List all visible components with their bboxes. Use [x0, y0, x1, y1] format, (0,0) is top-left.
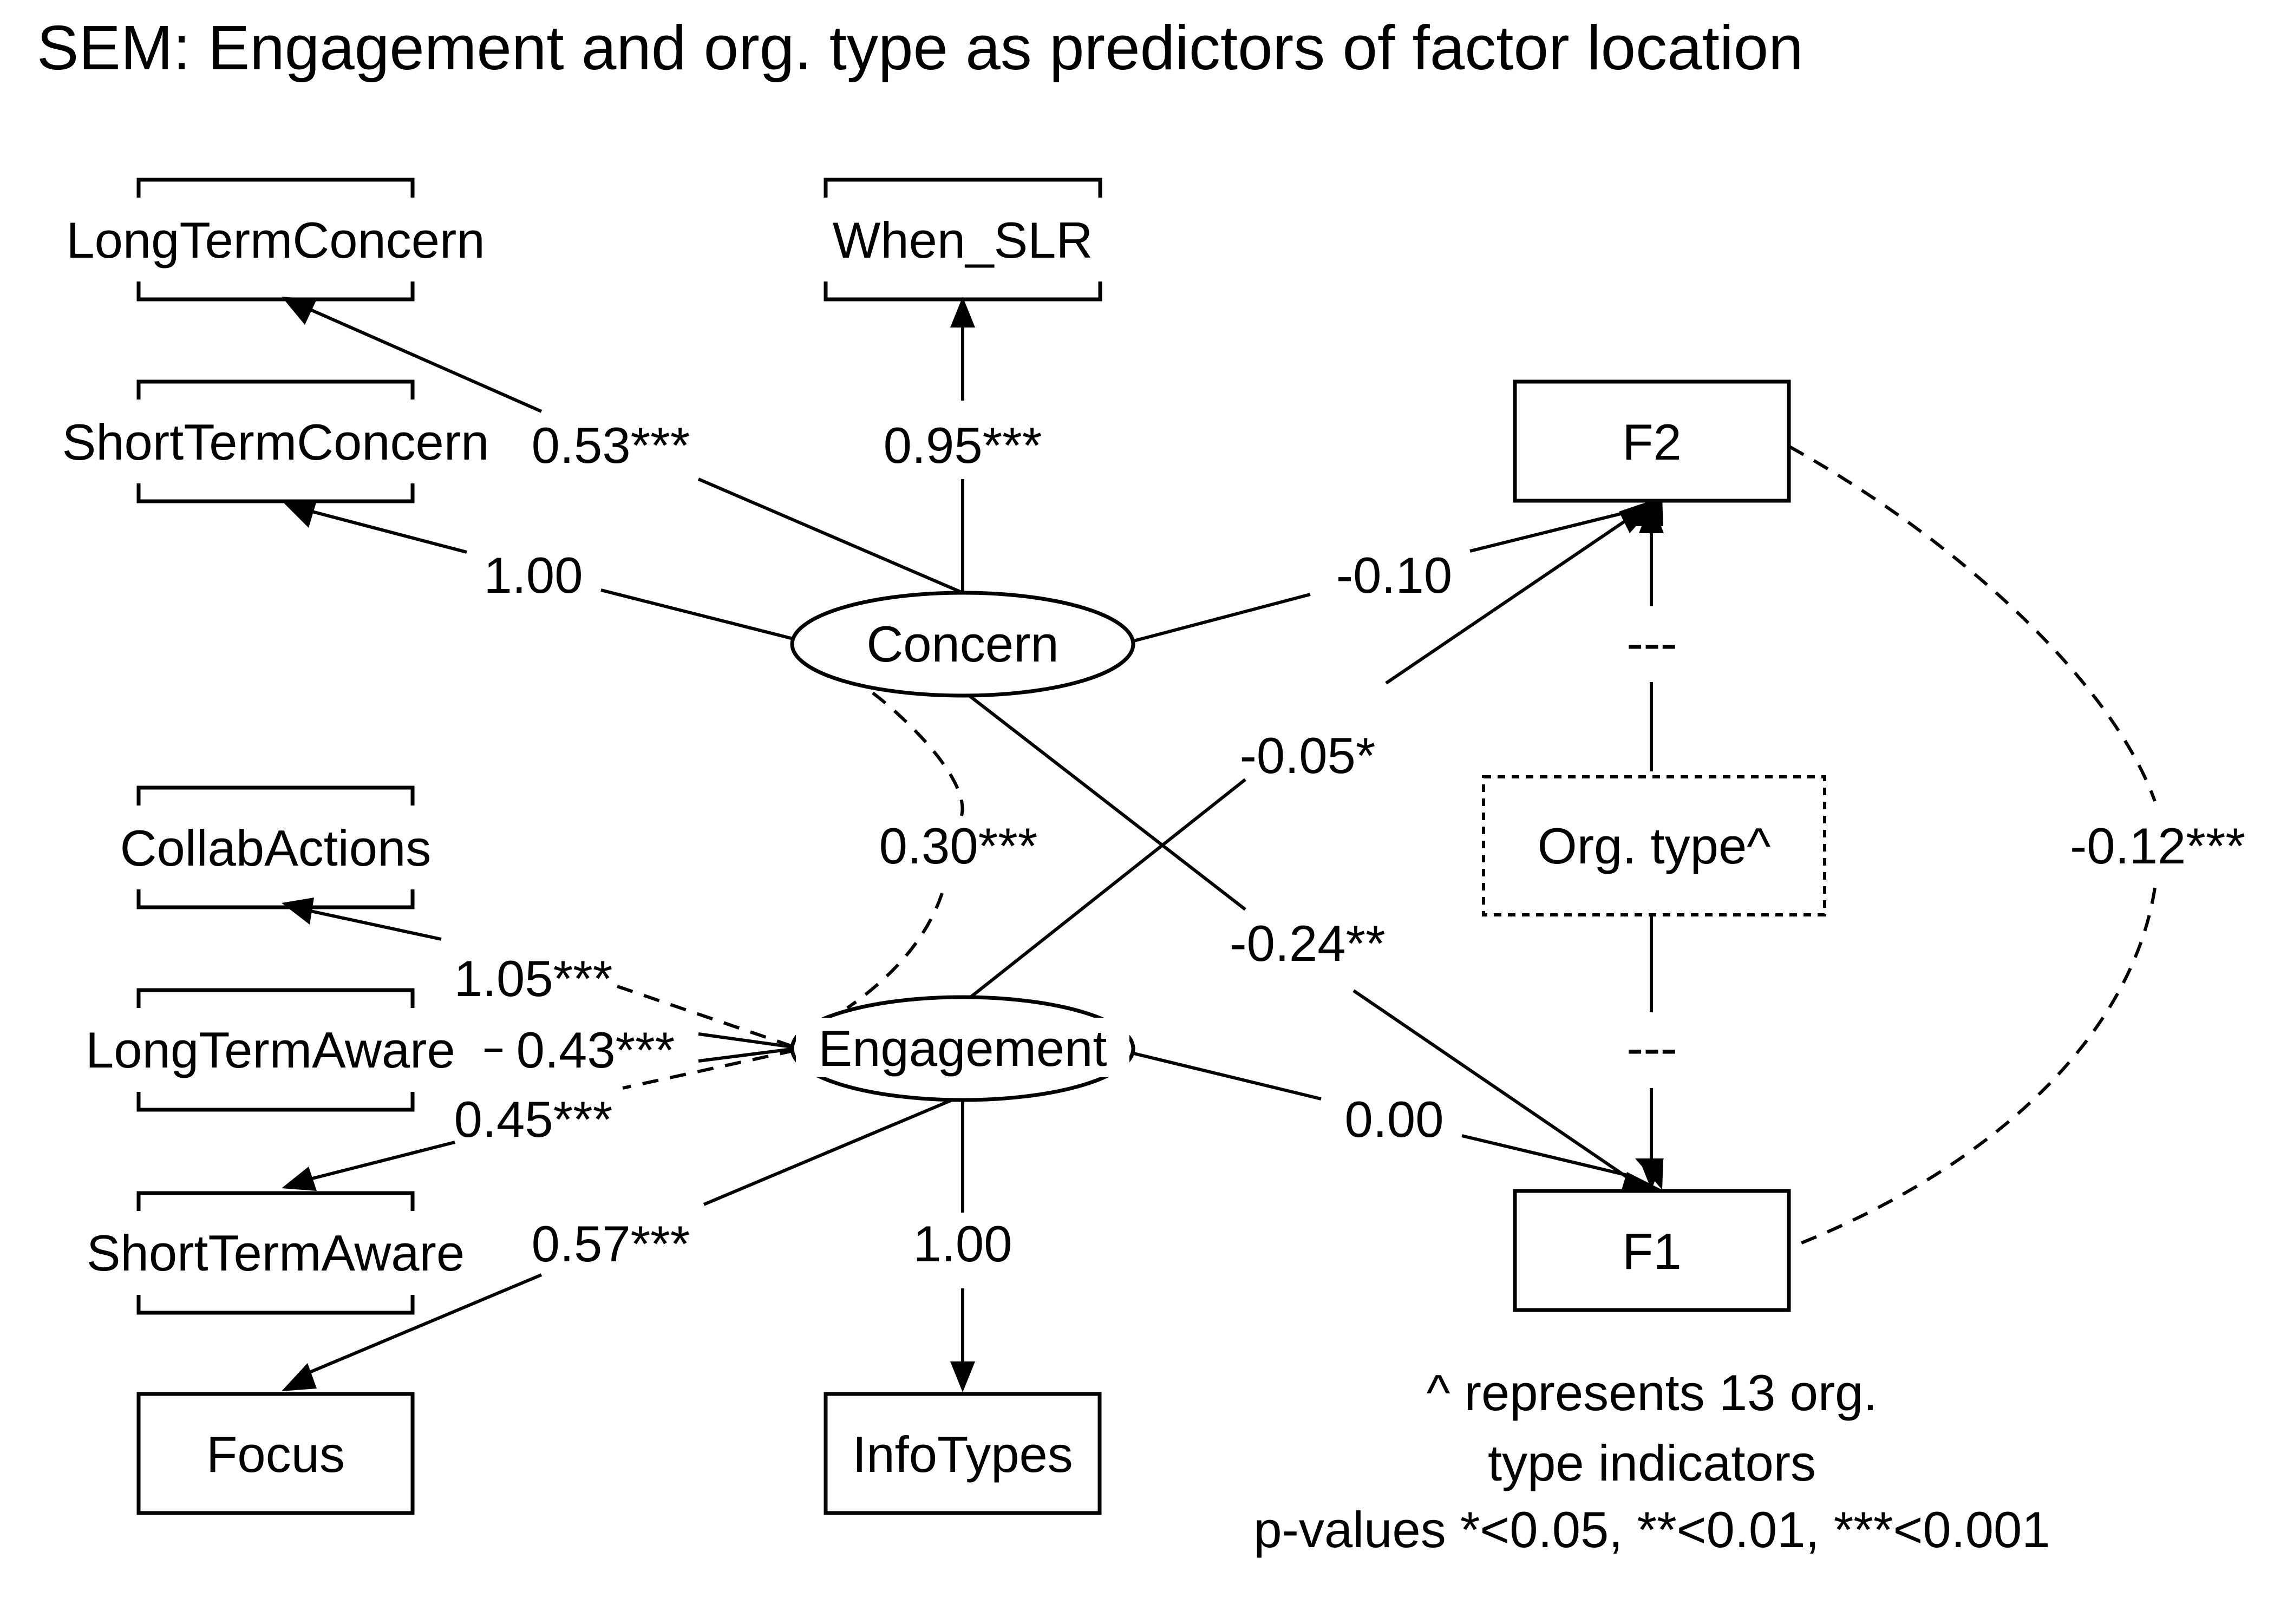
label-concern-f2: -0.10 — [1336, 547, 1452, 604]
path-engagement-f2-lower — [965, 778, 1246, 1002]
long-term-concern-label: LongTermConcern — [66, 212, 485, 269]
path-engagement-collab-upper — [303, 908, 442, 941]
cov-f1-f2-lower — [1788, 887, 2157, 1249]
path-concern-short-term-concern-lower — [600, 588, 794, 640]
arrowhead-short-term-aware — [282, 1167, 317, 1191]
path-concern-long-term-concern-upper — [303, 305, 543, 413]
when-slr-label: When_SLR — [833, 212, 1093, 269]
label-concern-long-term-concern: 0.53*** — [532, 417, 690, 474]
note-line-1: ^ represents 13 org. — [1426, 1364, 1877, 1421]
path-concern-f2-upper — [1469, 510, 1630, 553]
label-f1-f2-cov: -0.12*** — [2070, 817, 2245, 874]
short-term-aware-label: ShortTermAware — [87, 1224, 465, 1281]
bracket-collab-actions — [136, 785, 415, 909]
arrowhead-long-term-concern — [282, 297, 317, 325]
diagram-title: SEM: Engagement and org. type as predict… — [37, 12, 1803, 83]
info-types-label: InfoTypes — [852, 1426, 1073, 1483]
label-concern-when-slr: 0.95*** — [884, 417, 1042, 474]
path-engagement-collab-lower — [617, 985, 796, 1049]
label-engagement-short-term-aware: 0.45*** — [454, 1091, 613, 1148]
note-line-3: p-values *<0.05, **<0.01, ***<0.001 — [1253, 1501, 2050, 1558]
label-engagement-collab-actions: 1.05*** — [454, 950, 613, 1007]
arrowhead-org-f1 — [1639, 1158, 1664, 1190]
concern-label: Concern — [866, 615, 1058, 672]
label-engagement-f2: -0.05* — [1240, 727, 1376, 784]
node-engagement: Engagement — [790, 995, 1135, 1102]
focus-label: Focus — [206, 1426, 345, 1483]
node-short-term-aware: ShortTermAware — [87, 1191, 465, 1315]
node-short-term-concern: ShortTermConcern — [62, 379, 489, 503]
node-concern: Concern — [790, 591, 1135, 698]
label-concern-f1: -0.24** — [1230, 915, 1385, 972]
label-org-f2: --- — [1626, 614, 1677, 671]
path-lines — [282, 297, 2157, 1392]
arrowhead-info-types — [950, 1361, 975, 1392]
arrowhead-short-term-concern — [282, 501, 317, 528]
engagement-label-bg — [796, 1018, 1129, 1077]
node-info-types: InfoTypes — [824, 1392, 1102, 1515]
label-org-f1: --- — [1626, 1019, 1677, 1076]
arrowhead-when-slr — [950, 297, 975, 328]
edge-labels: 0.53*** 0.95*** 1.00 -0.10 -0.05* 0.30**… — [454, 417, 2245, 1272]
long-term-aware-label: LongTermAware — [86, 1021, 455, 1078]
box-f2 — [1513, 379, 1791, 503]
bracket-long-term-aware — [136, 988, 415, 1112]
box-focus — [136, 1392, 415, 1515]
path-concern-short-term-concern-upper — [305, 508, 467, 554]
path-engagement-focus-lower — [302, 1273, 543, 1377]
arrowhead-org-f2 — [1639, 501, 1664, 533]
node-f2: F2 — [1513, 379, 1791, 503]
label-engagement-info-types: 1.00 — [913, 1215, 1012, 1272]
label-engagement-f1: 0.00 — [1345, 1091, 1444, 1148]
ellipse-concern — [790, 591, 1135, 698]
note-line-2: type indicators — [1488, 1435, 1816, 1491]
engagement-label: Engagement — [818, 1020, 1107, 1077]
path-engagement-f2-upper — [1385, 513, 1636, 685]
org-type-label: Org. type^ — [1538, 817, 1771, 874]
path-engagement-focus-upper — [703, 1095, 962, 1206]
path-engagement-f1-lower — [1131, 1051, 1322, 1101]
node-focus: Focus — [136, 1392, 415, 1515]
node-long-term-aware: LongTermAware — [86, 988, 455, 1112]
f1-label: F1 — [1622, 1223, 1682, 1280]
cov-concern-engagement-lower — [846, 893, 944, 1010]
path-concern-long-term-concern — [697, 477, 964, 594]
short-term-concern-label: ShortTermConcern — [62, 414, 489, 470]
box-org-type — [1482, 775, 1826, 916]
label-engagement-long-term-aware: 0.43*** — [517, 1021, 675, 1078]
path-engagement-lta-a — [698, 1032, 796, 1049]
node-org-type: Org. type^ — [1482, 775, 1826, 916]
label-engagement-focus: 0.57*** — [532, 1215, 690, 1272]
collab-actions-label: CollabActions — [120, 820, 432, 876]
box-f1 — [1513, 1189, 1791, 1312]
path-concern-f1-lower — [1352, 989, 1631, 1181]
path-engagement-sta-lower — [305, 1141, 455, 1182]
node-long-term-concern: LongTermConcern — [66, 178, 485, 302]
node-when-slr: When_SLR — [824, 178, 1102, 302]
label-concern-engagement-cov: 0.30*** — [879, 817, 1038, 874]
path-engagement-lta-b — [698, 1047, 796, 1063]
cov-f1-f2-upper — [1788, 445, 2157, 802]
bracket-when-slr — [824, 178, 1102, 302]
bracket-short-term-aware — [136, 1191, 415, 1315]
path-engagement-f1-upper — [1461, 1134, 1630, 1177]
bracket-short-term-concern — [136, 379, 415, 503]
notes: ^ represents 13 org. type indicators p-v… — [1253, 1364, 2050, 1558]
arrowhead-focus — [282, 1363, 317, 1391]
path-concern-f2-lower — [1131, 593, 1311, 643]
f2-label: F2 — [1622, 414, 1682, 470]
label-concern-short-term-concern: 1.00 — [484, 547, 583, 604]
path-engagement-sta-upper — [622, 1049, 796, 1090]
bracket-long-term-concern — [136, 178, 415, 302]
box-info-types — [824, 1392, 1102, 1515]
arrowhead-collab-actions — [282, 898, 314, 925]
path-concern-f1-upper — [968, 694, 1246, 911]
node-collab-actions: CollabActions — [120, 785, 432, 909]
node-f1: F1 — [1513, 1189, 1791, 1312]
cov-concern-engagement-upper — [872, 691, 964, 818]
